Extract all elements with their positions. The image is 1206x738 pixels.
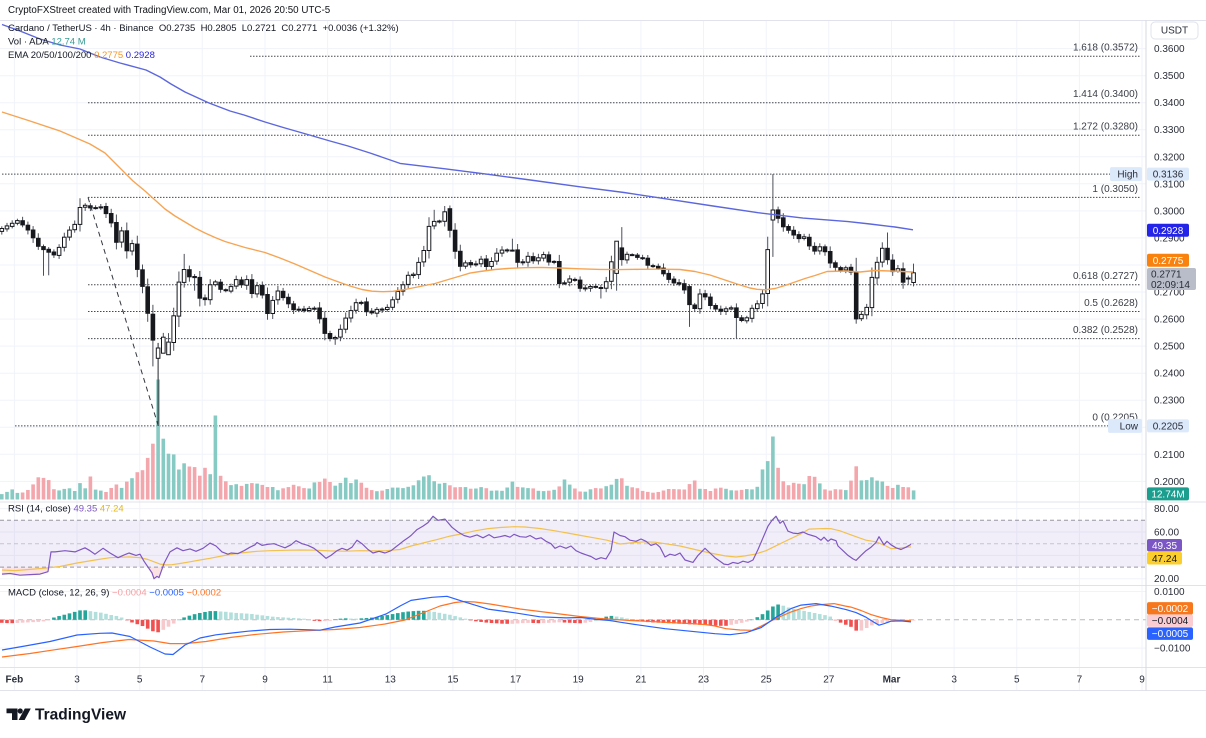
svg-text:0.3100: 0.3100 [1154,179,1185,190]
svg-text:20.00: 20.00 [1154,574,1179,585]
svg-text:−0.0100: −0.0100 [1154,644,1191,655]
svg-text:0.3136: 0.3136 [1153,170,1184,181]
svg-text:0.2500: 0.2500 [1154,342,1185,353]
svg-text:21: 21 [635,675,647,686]
svg-text:USDT: USDT [1161,26,1188,37]
svg-text:17: 17 [510,675,522,686]
svg-text:1.414 (0.3400): 1.414 (0.3400) [1073,89,1138,100]
svg-text:0.3600: 0.3600 [1154,44,1185,55]
svg-text:MACD (close, 12, 26, 9) −0.000: MACD (close, 12, 26, 9) −0.0004 −0.0005 … [8,588,221,599]
svg-text:0.2300: 0.2300 [1154,396,1185,407]
svg-text:0.0100: 0.0100 [1154,587,1185,598]
svg-text:0.2775: 0.2775 [1153,256,1184,267]
svg-text:49.35: 49.35 [1152,541,1177,552]
svg-text:−0.0005: −0.0005 [1152,629,1189,640]
svg-text:0.2771: 0.2771 [1151,270,1182,281]
svg-text:5: 5 [137,675,143,686]
svg-text:1.272 (0.3280): 1.272 (0.3280) [1073,122,1138,133]
svg-text:19: 19 [573,675,585,686]
svg-text:0 (0.2205): 0 (0.2205) [1092,412,1138,423]
svg-text:9: 9 [1139,675,1145,686]
svg-text:0.2000: 0.2000 [1154,477,1185,488]
svg-text:0.3300: 0.3300 [1154,125,1185,136]
svg-text:3: 3 [951,675,957,686]
svg-text:25: 25 [761,675,773,686]
svg-text:27: 27 [823,675,835,686]
svg-text:0.3200: 0.3200 [1154,152,1185,163]
svg-text:Feb: Feb [6,675,24,686]
svg-text:11: 11 [322,675,333,686]
svg-text:0.2900: 0.2900 [1154,233,1185,244]
svg-text:80.00: 80.00 [1154,504,1179,515]
svg-text:0.2205: 0.2205 [1153,421,1184,432]
svg-text:15: 15 [447,675,459,686]
svg-text:EMA 20/50/100/200 0.2775 0.292: EMA 20/50/100/200 0.2775 0.2928 [8,50,155,61]
svg-text:60.00: 60.00 [1154,528,1179,539]
svg-text:RSI (14, close) 49.35 47.24: RSI (14, close) 49.35 47.24 [8,504,124,515]
svg-text:TradingView: TradingView [35,707,127,724]
svg-text:0.3400: 0.3400 [1154,98,1185,109]
svg-text:13: 13 [385,675,397,686]
svg-text:02:09:14: 02:09:14 [1151,280,1190,291]
svg-text:Vol · ADA 12.74 M: Vol · ADA 12.74 M [8,37,86,48]
svg-text:High: High [1117,170,1138,181]
svg-text:0.2600: 0.2600 [1154,315,1185,326]
svg-text:0.5 (0.2628): 0.5 (0.2628) [1084,298,1138,309]
svg-text:0.618 (0.2727): 0.618 (0.2727) [1073,271,1138,282]
svg-text:7: 7 [200,675,206,686]
svg-text:Mar: Mar [883,675,901,686]
svg-text:9: 9 [262,675,268,686]
svg-text:1.618 (0.3572): 1.618 (0.3572) [1073,43,1138,54]
svg-text:12.74M: 12.74M [1151,489,1184,500]
svg-text:0.382 (0.2528): 0.382 (0.2528) [1073,325,1138,336]
svg-text:Low: Low [1120,421,1139,432]
svg-text:47.24: 47.24 [1152,554,1177,565]
svg-text:CryptoFXStreet created with Tr: CryptoFXStreet created with TradingView.… [8,5,331,16]
svg-text:23: 23 [698,675,710,686]
svg-text:0.2100: 0.2100 [1154,450,1185,461]
svg-text:0.3000: 0.3000 [1154,206,1185,217]
svg-text:1 (0.3050): 1 (0.3050) [1092,184,1138,195]
svg-text:7: 7 [1077,675,1083,686]
svg-text:Cardano / TetherUS · 4h · Bina: Cardano / TetherUS · 4h · Binance O0.273… [8,23,399,34]
svg-text:−0.0004: −0.0004 [1152,616,1189,627]
svg-text:0.3500: 0.3500 [1154,71,1185,82]
svg-text:5: 5 [1014,675,1020,686]
svg-text:3: 3 [74,675,80,686]
svg-text:0.2928: 0.2928 [1153,226,1184,237]
svg-text:−0.0002: −0.0002 [1152,604,1189,615]
svg-text:0.2700: 0.2700 [1154,288,1185,299]
svg-text:0.2400: 0.2400 [1154,369,1185,380]
